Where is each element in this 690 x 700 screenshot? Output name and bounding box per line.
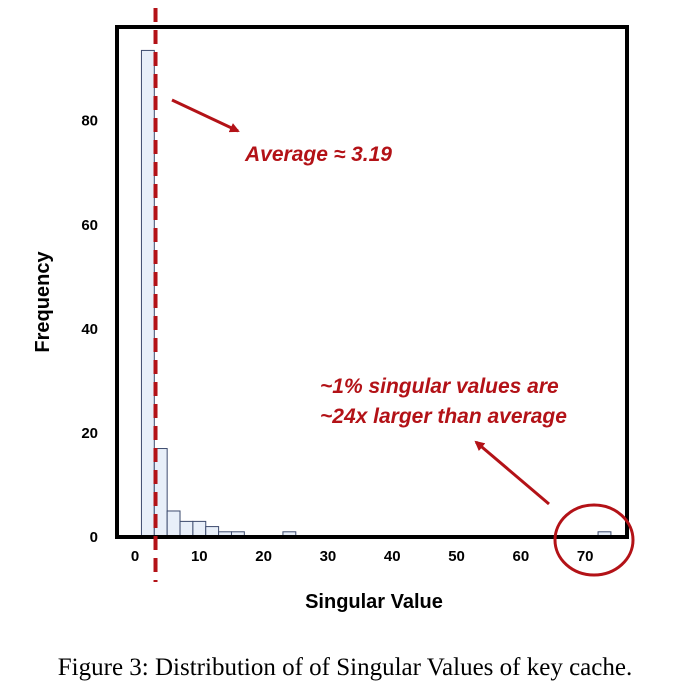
y-tick-label: 0 bbox=[90, 529, 98, 546]
plot-frame bbox=[115, 25, 629, 539]
histogram-bar-2 bbox=[166, 510, 181, 538]
histogram-bar-3 bbox=[179, 520, 194, 538]
x-tick-label: 10 bbox=[191, 548, 208, 565]
average-annotation-arrow bbox=[171, 98, 240, 133]
figure-caption: Figure 3: Distribution of of Singular Va… bbox=[57, 654, 633, 681]
outlier-annotation-arrow bbox=[474, 440, 550, 506]
x-axis-ticks: 0 10 20 30 40 50 60 70 bbox=[131, 548, 594, 565]
y-tick-label: 20 bbox=[81, 425, 98, 442]
outlier-annotation-line-2: ~24x larger than average bbox=[320, 405, 567, 428]
y-axis-ticks: 0 20 40 60 80 bbox=[81, 113, 98, 546]
x-tick-label: 30 bbox=[320, 548, 337, 565]
x-axis-label: Singular Value bbox=[305, 591, 443, 613]
outlier-highlight-circle bbox=[553, 503, 635, 577]
histogram-bar-0 bbox=[140, 49, 155, 538]
x-tick-label: 0 bbox=[131, 548, 139, 565]
y-axis-label: Frequency bbox=[32, 251, 54, 353]
y-tick-label: 80 bbox=[81, 113, 98, 130]
x-tick-label: 40 bbox=[384, 548, 401, 565]
outlier-annotation-line-1: ~1% singular values are bbox=[320, 375, 559, 398]
y-tick-label: 60 bbox=[81, 217, 98, 234]
histogram-bars bbox=[140, 49, 612, 538]
x-tick-label: 60 bbox=[513, 548, 530, 565]
x-tick-label: 50 bbox=[448, 548, 465, 565]
x-tick-label: 20 bbox=[255, 548, 272, 565]
average-annotation: Average ≈ 3.19 bbox=[244, 143, 392, 166]
y-tick-label: 40 bbox=[81, 321, 98, 338]
x-tick-label: 70 bbox=[577, 548, 594, 565]
histogram-bar-4 bbox=[192, 520, 207, 538]
